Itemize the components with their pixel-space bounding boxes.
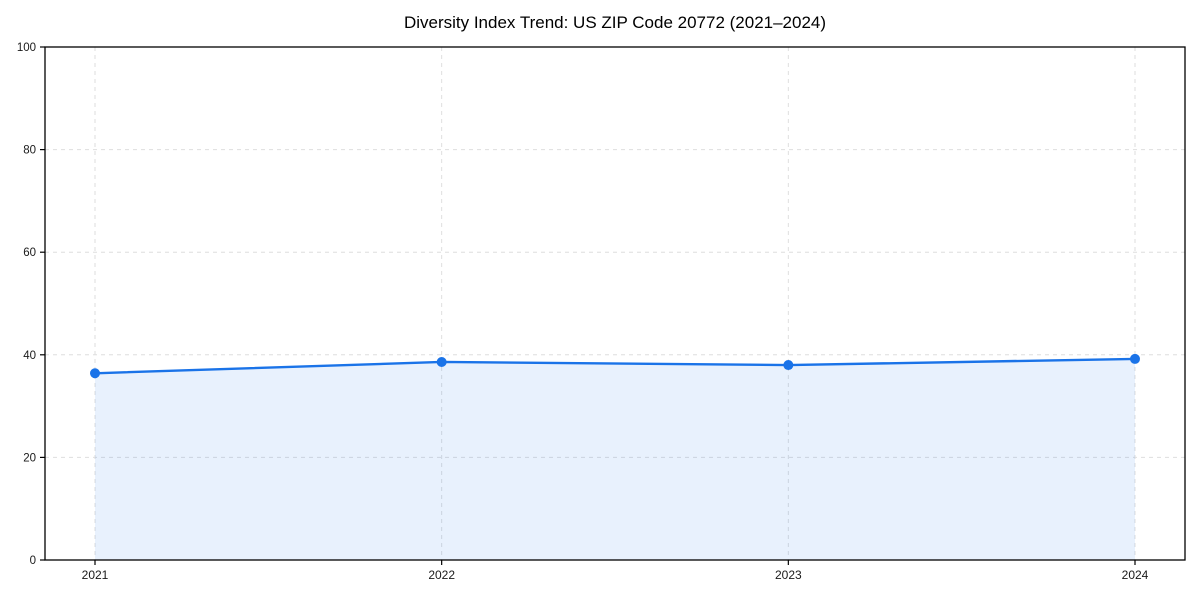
y-tick-label: 0 bbox=[30, 555, 36, 567]
data-point-marker bbox=[783, 360, 794, 371]
trend-line bbox=[93, 357, 1137, 375]
x-tick-label: 2022 bbox=[428, 568, 455, 582]
area-fill bbox=[95, 358, 1135, 560]
chart-title: Diversity Index Trend: US ZIP Code 20772… bbox=[403, 13, 827, 32]
y-tick-label: 60 bbox=[23, 247, 36, 259]
data-point-marker bbox=[90, 368, 100, 379]
y-tick-label: 40 bbox=[23, 350, 36, 362]
plot-frame bbox=[44, 46, 1186, 561]
data-point-marker bbox=[436, 356, 447, 367]
y-tick-label: 100 bbox=[17, 42, 36, 54]
y-tick-label: 20 bbox=[23, 452, 36, 464]
y-tick-label: 80 bbox=[23, 145, 36, 157]
data-point-marker bbox=[1130, 353, 1140, 364]
x-tick-label: 2023 bbox=[775, 568, 802, 582]
x-tick-label: 2024 bbox=[1122, 568, 1149, 582]
x-tick-label: 2021 bbox=[82, 568, 109, 582]
